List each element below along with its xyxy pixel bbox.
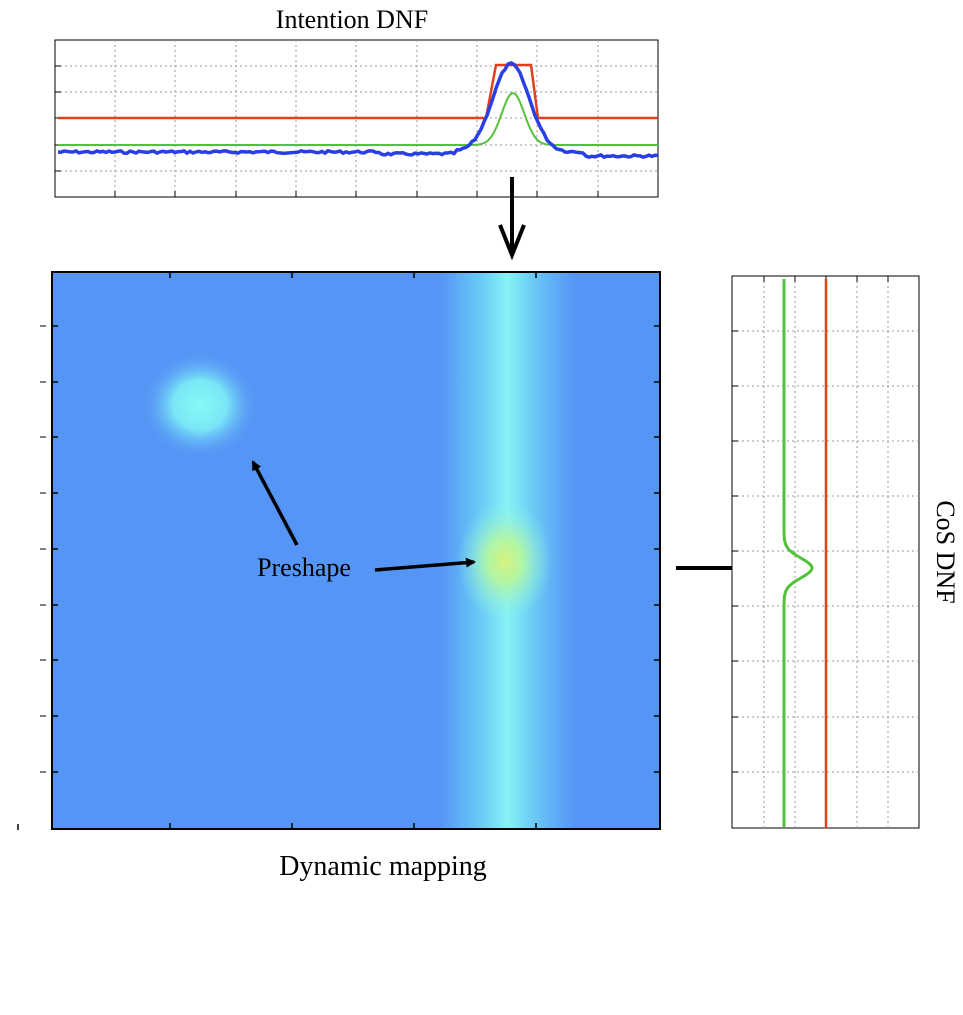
preshape-label: Preshape <box>257 553 351 582</box>
intention-green-line <box>58 92 658 146</box>
intention-blue-line <box>57 60 659 160</box>
dynamic-mapping-field <box>40 271 661 830</box>
dynamic-mapping-title: Dynamic mapping <box>279 851 487 882</box>
arrow-down-head <box>498 224 526 261</box>
field-ticks <box>40 272 660 829</box>
cos-dnf-plot <box>731 275 920 829</box>
preshape-blob-upper <box>140 350 260 460</box>
intention-dnf-plot <box>54 39 659 198</box>
cos-dnf-title: CoS DNF <box>931 500 960 603</box>
arrow-pointer-icon <box>251 460 299 546</box>
cos-green-line <box>782 279 814 827</box>
arrow-pointer-icon <box>374 557 476 572</box>
intention-dnf-title: Intention DNF <box>276 5 428 34</box>
preshape-peak <box>457 499 553 623</box>
